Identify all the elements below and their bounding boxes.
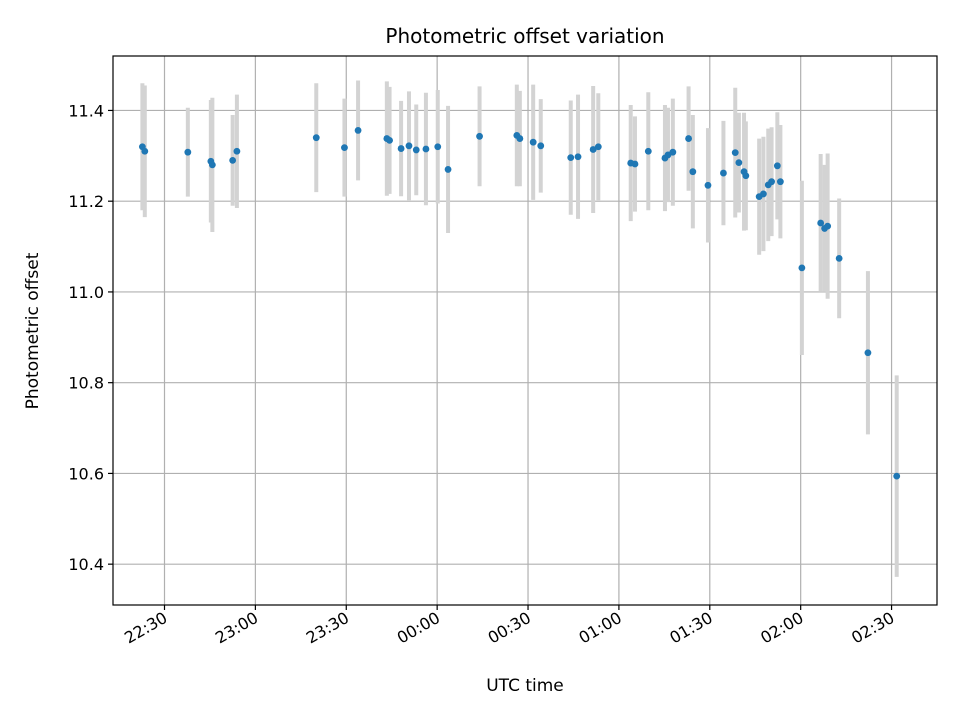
x-tick-label: 00:00 bbox=[394, 608, 443, 648]
plot-frame bbox=[112, 55, 938, 606]
data-point bbox=[312, 134, 320, 142]
x-tick-label: 01:00 bbox=[575, 608, 624, 648]
y-tick-label: 11.2 bbox=[68, 192, 104, 211]
x-tick-label: 22:30 bbox=[121, 608, 170, 648]
data-point bbox=[341, 144, 348, 152]
data-point bbox=[864, 349, 872, 357]
data-point bbox=[824, 222, 832, 230]
data-point bbox=[742, 172, 750, 180]
grid-lines bbox=[113, 56, 937, 605]
data-point bbox=[386, 136, 393, 144]
y-tick-label: 10.8 bbox=[68, 374, 104, 393]
x-tick-label: 00:30 bbox=[485, 608, 534, 648]
data-point bbox=[768, 178, 775, 186]
y-tick-label: 10.6 bbox=[68, 464, 104, 483]
data-point bbox=[184, 148, 192, 156]
data-point bbox=[574, 153, 582, 161]
data-point bbox=[720, 169, 727, 177]
data-point bbox=[835, 254, 843, 262]
data-point bbox=[669, 148, 677, 156]
data-point bbox=[704, 181, 712, 189]
x-tick-label: 23:00 bbox=[212, 608, 261, 648]
data-point bbox=[735, 159, 743, 167]
data-point bbox=[537, 142, 545, 150]
y-axis-label: Photometric offset bbox=[23, 252, 43, 409]
data-point bbox=[405, 142, 413, 150]
x-tick-label: 01:30 bbox=[666, 608, 715, 648]
data-point bbox=[529, 138, 537, 146]
y-tick-label: 10.4 bbox=[68, 555, 104, 574]
data-point bbox=[760, 190, 767, 198]
data-point bbox=[141, 147, 149, 155]
y-tick-label: 11.0 bbox=[68, 283, 104, 302]
data-point bbox=[422, 145, 430, 153]
data-point bbox=[516, 135, 524, 142]
data-point bbox=[444, 166, 452, 173]
data-point bbox=[773, 162, 781, 170]
x-tick-label: 02:30 bbox=[848, 608, 897, 648]
y-tick-label: 11.4 bbox=[68, 101, 104, 120]
data-point bbox=[434, 143, 442, 151]
y-axis-ticks: 10.4 10.6 10.8 11.0 11.2 11.4 bbox=[68, 101, 113, 574]
data-point bbox=[229, 156, 237, 164]
data-point bbox=[631, 160, 639, 168]
x-tick-label: 23:30 bbox=[303, 608, 352, 648]
data-point bbox=[589, 146, 597, 153]
x-tick-label: 02:00 bbox=[757, 608, 806, 648]
data-point bbox=[233, 147, 241, 155]
data-point bbox=[731, 149, 739, 157]
x-axis-label: UTC time bbox=[486, 676, 564, 696]
data-point bbox=[208, 161, 216, 169]
data-point bbox=[476, 132, 483, 140]
data-points bbox=[138, 127, 901, 480]
data-point bbox=[817, 219, 825, 227]
data-point bbox=[776, 178, 784, 186]
x-axis-ticks: 22:30 23:00 23:30 00:00 00:30 01:00 01:30 02:00… bbox=[121, 605, 898, 648]
data-point bbox=[644, 147, 652, 155]
data-point bbox=[412, 146, 420, 154]
data-point bbox=[893, 472, 901, 480]
chart-title: Photometric offset variation bbox=[385, 24, 664, 48]
data-point bbox=[689, 168, 697, 176]
data-point bbox=[354, 127, 362, 134]
data-point bbox=[567, 154, 575, 162]
data-point bbox=[685, 135, 692, 142]
data-point bbox=[798, 264, 806, 272]
data-point bbox=[397, 145, 405, 152]
data-point bbox=[594, 143, 602, 151]
